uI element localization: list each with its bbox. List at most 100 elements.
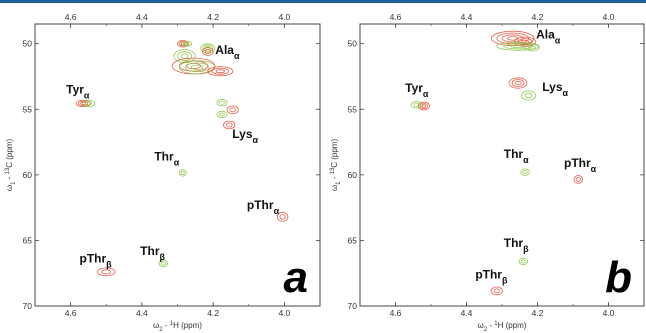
peak-contour — [511, 79, 525, 87]
y-axis-label: ω1 - 13C (ppm) — [5, 139, 17, 192]
peak-label: Thrα — [154, 149, 179, 167]
peak-contour — [524, 92, 533, 99]
peak-contour — [177, 51, 193, 61]
peak-label: Tyrα — [66, 83, 90, 101]
peak-contour — [216, 98, 228, 107]
x-tick-label-bottom: 4.2 — [207, 308, 219, 318]
peak-contour — [75, 99, 91, 108]
peak-green — [520, 168, 530, 176]
peak-label: Thrβ — [504, 236, 529, 254]
peak-contour — [215, 69, 225, 74]
x-axis-label: ω2 - 1H (ppm) — [478, 321, 527, 333]
peak-label: Thrβ — [140, 244, 165, 262]
y-axis-label: ω1 - 13C (ppm) — [330, 139, 342, 192]
peak-contour — [158, 259, 169, 268]
y-tick-label: 60 — [23, 170, 33, 180]
peak-contour — [521, 90, 537, 101]
peak-contour — [219, 100, 225, 105]
y-tick-label: 70 — [23, 301, 33, 311]
y-tick-label: 55 — [23, 104, 33, 114]
peak-contour — [507, 36, 519, 41]
x-tick-label-top: 4.2 — [207, 12, 219, 22]
peak-contour — [202, 44, 213, 52]
peak-green — [410, 100, 423, 109]
peak-contour — [518, 257, 529, 266]
peak-contour — [81, 99, 96, 108]
peak-contour — [496, 41, 540, 51]
spectrum-panel-a: 4.6 4.6 4.4 4.4 4.2 4.2 4.0 4.0 50 55 60 65 70 ω2 - 1… — [5, 12, 321, 333]
peak-contour — [573, 175, 584, 184]
peak-red — [573, 175, 584, 184]
peak-red — [490, 286, 503, 296]
peak-contour — [178, 60, 209, 72]
peak-contour — [219, 112, 225, 117]
peak-contour — [229, 107, 236, 113]
peak-contour — [200, 43, 216, 54]
peak-red — [207, 66, 234, 77]
x-tick-label-bottom: 4.6 — [65, 308, 77, 318]
peak-contour — [501, 34, 524, 43]
y-tick-label: 50 — [348, 39, 358, 49]
peak-contour — [216, 110, 228, 119]
y-tick-label: 70 — [348, 301, 358, 311]
peak-green — [521, 90, 537, 101]
x-tick-label-top: 4.4 — [461, 12, 473, 22]
peak-label: Lysα — [542, 80, 568, 98]
x-tick-label-top: 4.0 — [278, 12, 290, 22]
peak-red — [97, 267, 116, 277]
peak-contour — [101, 269, 112, 275]
peak-contour — [413, 102, 420, 107]
peak-contour — [276, 211, 289, 222]
peak-contour — [204, 49, 211, 54]
peak-green — [180, 40, 193, 47]
x-tick-label-bottom: 4.0 — [278, 308, 290, 318]
y-tick-label: 65 — [348, 235, 358, 245]
peak-contour — [178, 169, 187, 177]
peak-label: Thrα — [504, 147, 529, 165]
peak-contour — [211, 67, 230, 75]
y-tick-label: 60 — [348, 170, 358, 180]
peak-contour — [279, 214, 286, 220]
peak-green — [158, 259, 169, 268]
peak-contour — [490, 286, 503, 296]
peak-green — [524, 43, 540, 52]
x-tick-label-bottom: 4.6 — [390, 308, 402, 318]
x-tick-label-bottom: 4.4 — [461, 308, 473, 318]
peak-contour — [514, 80, 522, 86]
peak-red — [202, 47, 214, 56]
x-tick-label-top: 4.6 — [65, 12, 77, 22]
peak-contour — [575, 176, 581, 182]
peak-red — [226, 105, 239, 115]
peak-contour — [522, 170, 528, 175]
peak-contour — [184, 62, 210, 73]
peak-contour — [223, 120, 236, 130]
peak-contour — [225, 122, 233, 128]
peak-contour — [528, 45, 537, 50]
peak-label: Alaα — [215, 43, 240, 61]
peak-green — [178, 60, 216, 75]
plot-frame — [359, 23, 645, 307]
peak-contour — [177, 40, 189, 48]
peak-contour — [493, 288, 500, 294]
peak-contour — [419, 103, 429, 110]
peak-contour — [517, 38, 533, 46]
x-tick-label-bottom: 4.0 — [603, 308, 615, 318]
y-tick-label: 65 — [23, 235, 33, 245]
peak-contour — [180, 53, 189, 59]
peak-green — [216, 98, 228, 107]
x-axis-label: ω2 - 1H (ppm) — [153, 321, 202, 333]
peak-red — [276, 211, 289, 222]
peak-contour — [180, 40, 193, 47]
peak-label: pThrβ — [475, 268, 508, 286]
peak-contour — [521, 39, 530, 44]
peak-label: pThrα — [564, 156, 597, 174]
x-tick-label-top: 4.2 — [532, 12, 544, 22]
peak-contour — [508, 77, 528, 89]
peak-contour — [80, 101, 86, 105]
peak-label: Lysα — [232, 127, 258, 145]
peak-contour — [202, 47, 214, 56]
x-tick-label-top: 4.4 — [136, 12, 148, 22]
peak-contour — [410, 100, 423, 109]
peak-label: Alaα — [536, 27, 561, 45]
